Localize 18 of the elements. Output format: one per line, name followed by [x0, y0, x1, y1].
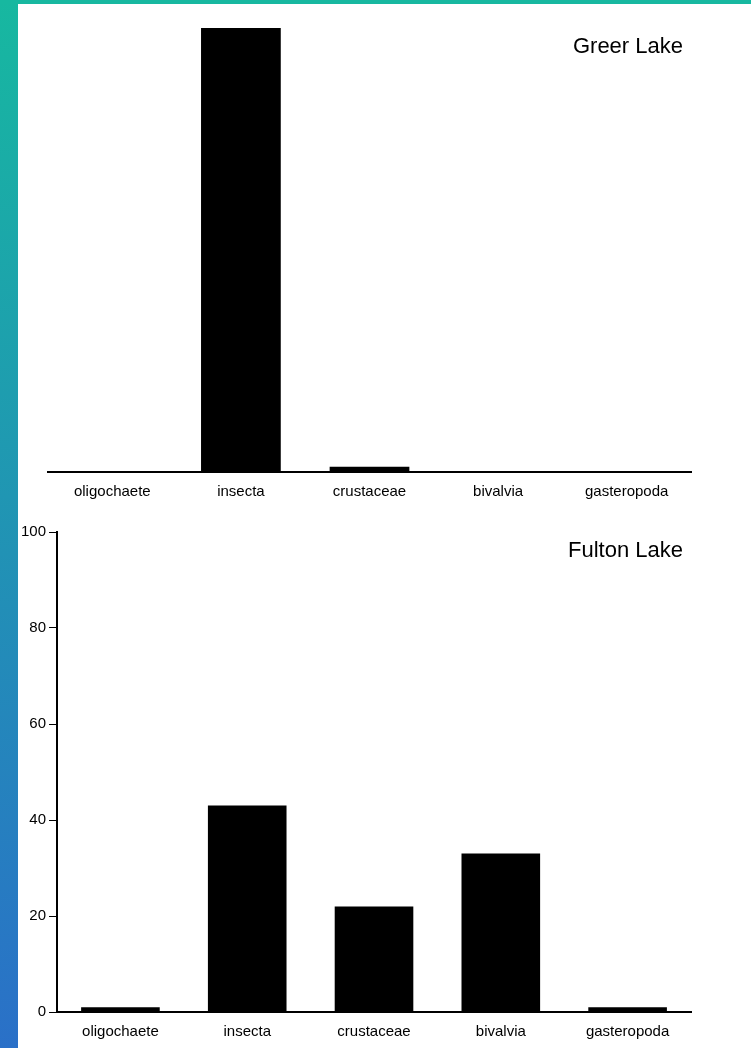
y-tick-label: 80: [29, 618, 47, 636]
x-tick-label: crustaceae: [337, 1022, 411, 1040]
y-tick-label: 40: [29, 810, 47, 828]
y-tick-label: 20: [29, 906, 47, 924]
y-tick-label: 100: [21, 522, 47, 540]
chart-title: Greer Lake: [572, 33, 683, 59]
x-tick-label: bivalvia: [473, 482, 524, 500]
x-tick-label: gasteropoda: [585, 482, 670, 500]
x-tick-label: bivalvia: [475, 1022, 527, 1040]
y-tick-label: 60: [29, 714, 47, 732]
y-tick-label: 0: [37, 1002, 47, 1020]
x-tick-label: gasteropoda: [585, 1022, 670, 1040]
x-tick-label: insecta: [223, 1022, 272, 1040]
x-tick-label: oligochaete: [82, 1022, 159, 1040]
x-tick-label: insecta: [217, 482, 266, 500]
x-tick-label: crustaceae: [332, 482, 407, 500]
chart-title: Fulton Lake: [568, 537, 683, 563]
x-tick-label: oligochaete: [73, 482, 151, 500]
